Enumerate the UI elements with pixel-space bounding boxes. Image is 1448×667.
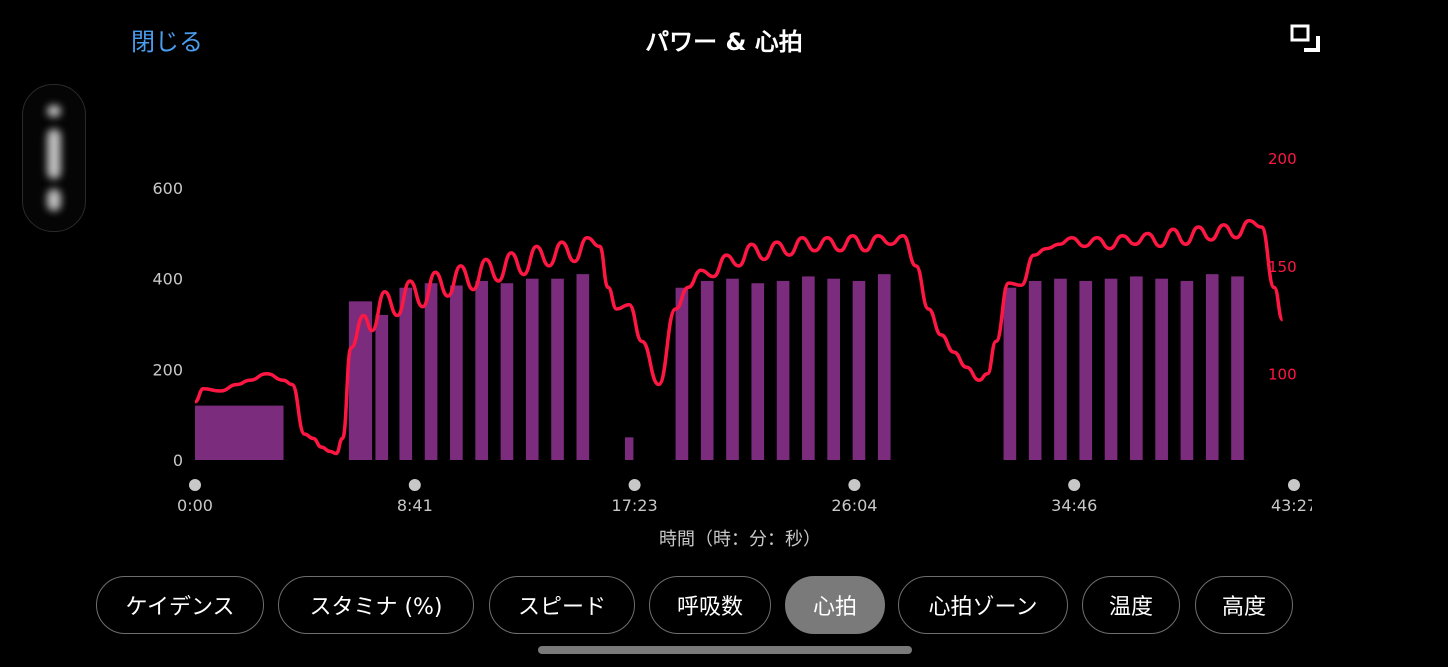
power-bar-10 [576, 274, 590, 460]
x-tick-label: 26:04 [831, 496, 877, 515]
left-tick-label: 200 [152, 360, 183, 379]
power-bar-11 [624, 437, 634, 460]
home-indicator [538, 646, 912, 654]
handle-dot-bottom [47, 189, 61, 211]
heart-rate-series [194, 218, 1285, 456]
fullscreen-toggle-icon[interactable] [1290, 24, 1320, 52]
power-bar-7 [500, 283, 514, 460]
power-series [195, 274, 1244, 460]
metric-chip-bar: ケイデンス スタミナ (%) スピード 呼吸数 心拍 心拍ゾーン 温度 高度 [0, 576, 1448, 636]
metric-chip[interactable]: 心拍ゾーン [898, 576, 1068, 634]
metric-chip[interactable]: 呼吸数 [649, 576, 771, 634]
x-tick-dot [848, 479, 861, 491]
power-bar-29 [1205, 274, 1219, 460]
x-tick-label: 43:27 [1271, 496, 1317, 515]
power-bar-9 [551, 278, 564, 460]
power-heart-rate-chart: 0 200 400 600 100 150 200 0:00 8:41 17:23 26:04 3… [152, 150, 1317, 550]
x-axis: 0:00 8:41 17:23 26:04 34:46 43:27 [177, 479, 1317, 515]
power-bar-16 [776, 280, 790, 460]
x-tick-label: 8:41 [397, 496, 433, 515]
left-tick-label: 0 [173, 451, 183, 470]
power-bar-30 [1231, 276, 1244, 460]
x-tick-label: 17:23 [612, 496, 658, 515]
x-tick-dot [189, 479, 201, 491]
x-tick-label: 34:46 [1051, 496, 1097, 515]
close-button[interactable]: 閉じる [131, 28, 203, 56]
left-y-axis: 0 200 400 600 [152, 179, 183, 470]
x-tick-label: 0:00 [177, 496, 213, 515]
power-bar-19 [852, 280, 866, 460]
power-bar-21 [1003, 287, 1017, 460]
power-bar-13 [700, 280, 714, 460]
power-bar-2 [375, 314, 389, 460]
power-bar-15 [751, 283, 765, 460]
power-bar-24 [1079, 280, 1093, 460]
metric-chip[interactable]: 心拍 [785, 576, 885, 634]
power-bar-23 [1054, 278, 1067, 460]
power-bar-25 [1104, 278, 1118, 460]
power-bar-22 [1028, 280, 1042, 460]
power-bar-12 [675, 287, 689, 460]
metric-chip[interactable]: スピード [489, 576, 635, 634]
right-tick-label: 150 [1268, 258, 1297, 276]
power-bar-6 [475, 280, 488, 460]
power-bar-28 [1180, 280, 1194, 460]
right-y-axis: 100 150 200 [1268, 150, 1297, 384]
power-bar-8 [525, 278, 539, 460]
page-title: パワー & 心拍 [645, 28, 803, 56]
x-tick-dot [1068, 479, 1081, 491]
x-tick-dot [628, 479, 641, 491]
heart-rate-line [194, 218, 1285, 456]
metric-chip[interactable]: 温度 [1082, 576, 1180, 634]
metric-chip[interactable]: ケイデンス [96, 576, 264, 634]
power-bar-27 [1155, 278, 1168, 460]
handle-dot [47, 105, 61, 117]
power-bar-4 [424, 283, 438, 460]
power-bar-0 [195, 405, 284, 460]
x-axis-label: 時間（時：分：秒） [659, 529, 821, 550]
left-tick-label: 600 [152, 179, 183, 198]
metric-chip[interactable]: 高度 [1195, 576, 1293, 634]
x-tick-dot [1288, 479, 1300, 491]
side-scroll-handle[interactable] [22, 84, 86, 232]
power-bar-5 [450, 285, 463, 460]
power-bar-17 [802, 276, 815, 460]
power-bar-18 [827, 278, 840, 460]
power-bar-14 [726, 278, 739, 460]
handle-bar [47, 129, 61, 179]
right-tick-label: 100 [1268, 366, 1297, 384]
right-tick-label: 200 [1268, 150, 1297, 168]
left-tick-label: 400 [152, 270, 183, 289]
metric-chip[interactable]: スタミナ (%) [278, 576, 474, 634]
power-bar-20 [877, 274, 891, 460]
power-bar-26 [1130, 276, 1143, 460]
power-bar-3 [399, 287, 413, 460]
x-tick-dot [408, 479, 421, 491]
